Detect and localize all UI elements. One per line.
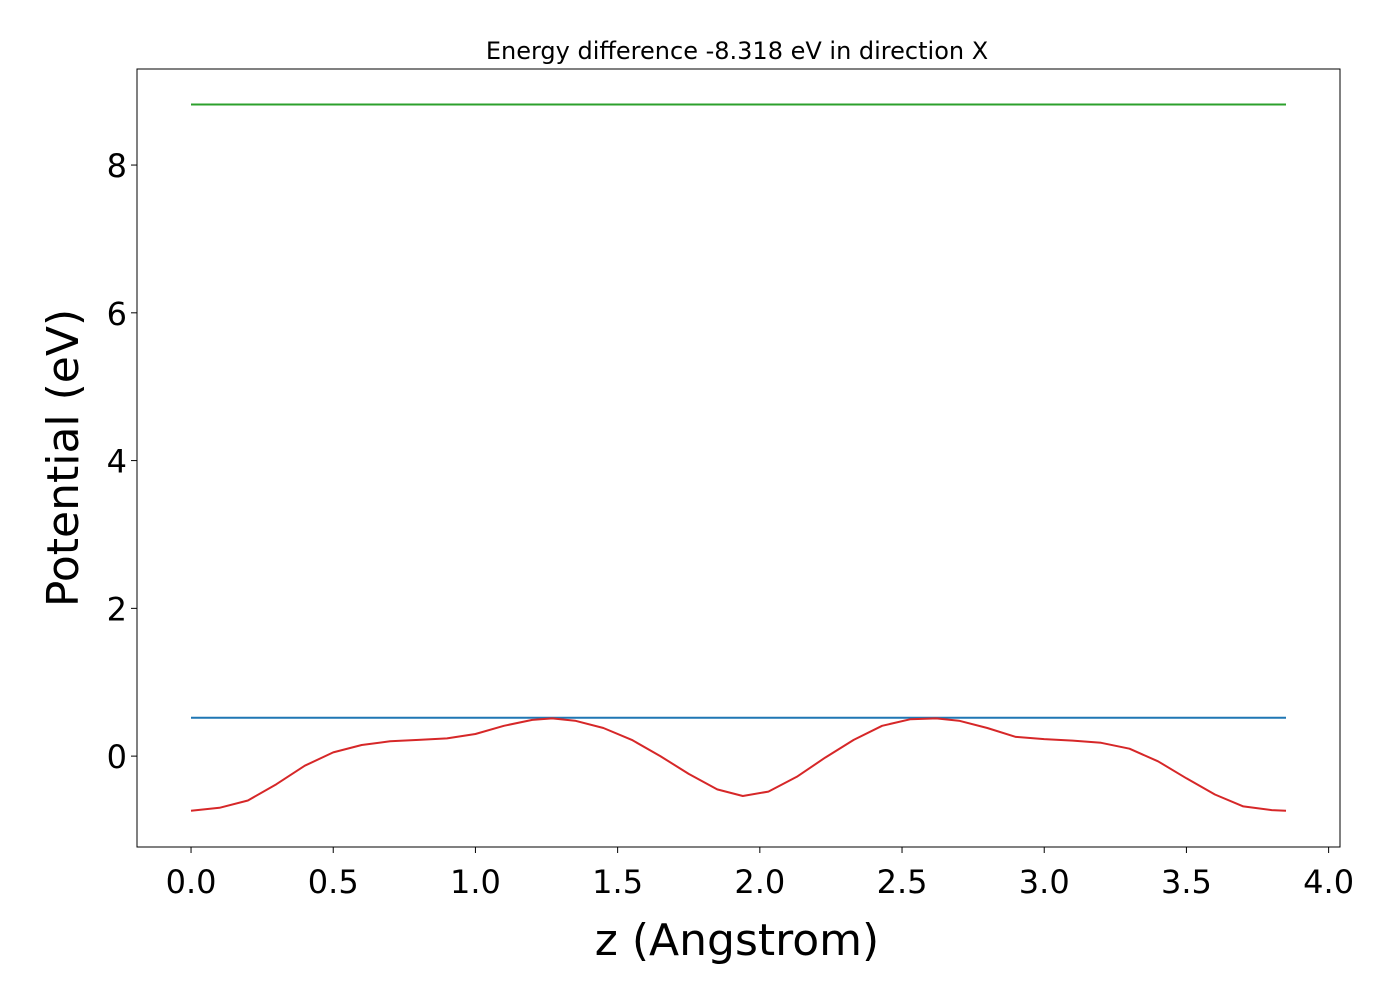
x-axis-ticks: 0.0 0.5 1.0 1.5 2.0 2.5 3.0 3.5 4.0 bbox=[166, 847, 1354, 901]
x-tick-label: 3.5 bbox=[1161, 863, 1212, 901]
y-tick-label: 0 bbox=[107, 738, 127, 776]
x-tick-label: 0.5 bbox=[308, 863, 359, 901]
chart-title: Energy difference -8.318 eV in direction… bbox=[486, 37, 988, 65]
y-axis-ticks: 0 2 4 6 8 bbox=[107, 147, 137, 776]
x-tick-label: 1.5 bbox=[592, 863, 643, 901]
x-tick-label: 4.0 bbox=[1303, 863, 1354, 901]
y-axis-label: Potential (eV) bbox=[38, 309, 89, 607]
plot-frame bbox=[136, 68, 1341, 848]
y-tick-label: 2 bbox=[107, 590, 127, 628]
x-axis-label: z (Angstrom) bbox=[595, 915, 879, 966]
x-tick-label: 2.0 bbox=[734, 863, 785, 901]
y-tick-label: 6 bbox=[107, 295, 127, 333]
plot-series bbox=[190, 103, 1287, 812]
x-tick-label: 2.5 bbox=[877, 863, 928, 901]
series-line-3 bbox=[190, 717, 1287, 812]
x-tick-label: 3.0 bbox=[1019, 863, 1070, 901]
x-tick-label: 0.0 bbox=[166, 863, 217, 901]
y-tick-label: 4 bbox=[107, 443, 127, 481]
y-tick-label: 8 bbox=[107, 147, 127, 185]
x-tick-label: 1.0 bbox=[450, 863, 501, 901]
